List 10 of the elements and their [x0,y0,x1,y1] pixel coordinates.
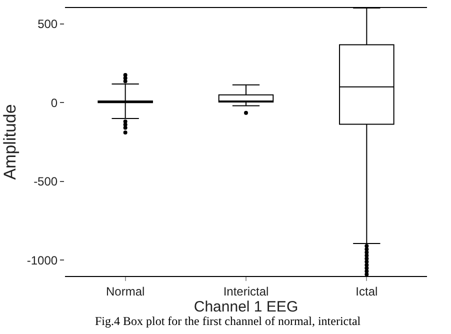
y-tick-label: -500 [34,174,58,189]
x-tick-label: Interictal [223,284,269,298]
caption: Fig.4 Box plot for the first channel of normal, interictal [95,314,362,328]
x-tick-label: Normal [106,284,145,298]
y-tick-label: -1000 [26,253,58,268]
x-tick-label: Ictal [356,284,378,298]
y-tick-label: 0 [50,96,58,110]
y-tick-label: 500 [38,16,58,31]
x-axis-title: Channel 1 EEG [194,298,298,316]
y-axis-title: Amplitude [0,104,20,180]
